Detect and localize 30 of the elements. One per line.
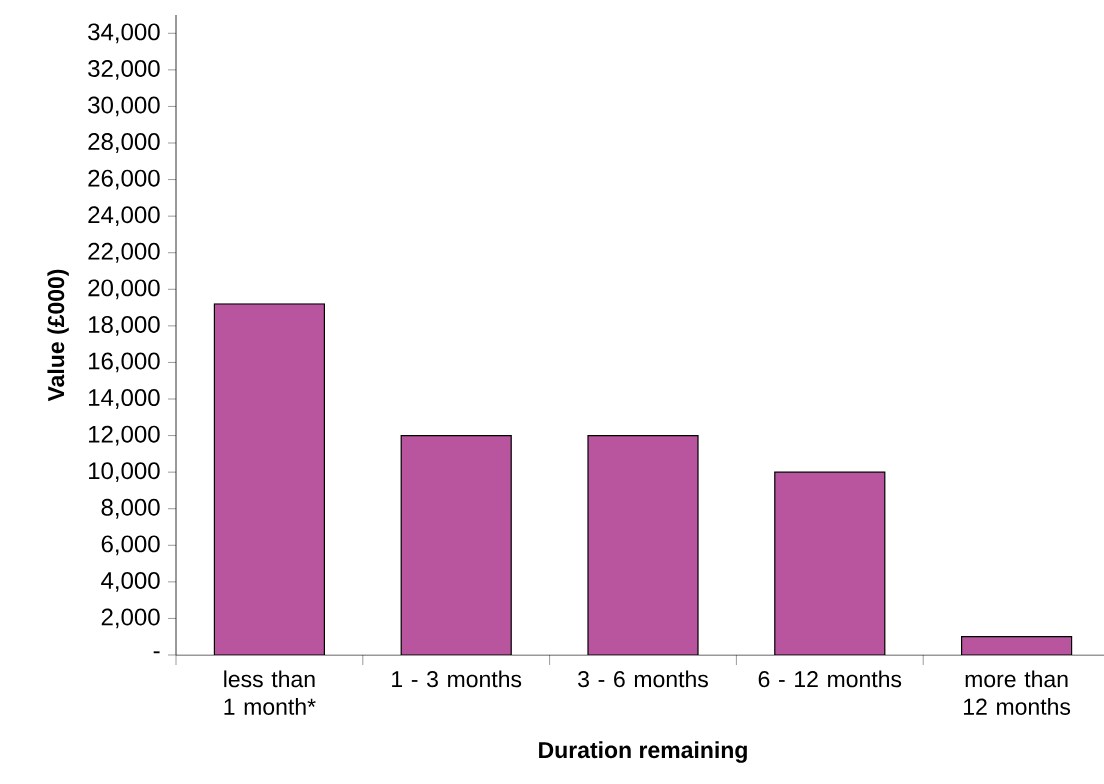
y-tick-label: 22,000: [88, 242, 160, 263]
x-tick-label: 6 - 12 months: [758, 670, 902, 688]
y-tick-label: -: [153, 651, 160, 654]
y-tick-label: 18,000: [89, 315, 160, 336]
x-tick-label: less than 1 month*: [224, 670, 316, 715]
y-axis-title: Value (£000): [47, 269, 69, 402]
y-tick-label: 28,000: [88, 133, 160, 153]
bar: [401, 435, 512, 655]
y-tick-label: 6,000: [101, 535, 160, 556]
x-axis-title: Duration remaining: [539, 741, 747, 763]
bar: [774, 472, 885, 655]
bar: [214, 303, 325, 655]
x-tick-label: 1 - 3 months: [392, 670, 522, 688]
x-tick-label: 3 - 6 months: [578, 670, 708, 688]
bar: [960, 636, 1073, 655]
y-tick-label: 8,000: [101, 498, 160, 519]
y-tick-label: 20,000: [88, 279, 160, 300]
y-tick-label: 16,000: [89, 352, 160, 373]
y-tick-label: 34,000: [88, 23, 160, 44]
y-tick-label: 4,000: [101, 571, 160, 592]
y-tick-label: 12,000: [89, 425, 160, 446]
y-tick-label: 10,000: [89, 462, 160, 483]
y-tick-label: 26,000: [88, 169, 160, 190]
y-tick-label: 2,000: [101, 608, 160, 629]
x-tick-label: more than 12 months: [964, 670, 1071, 715]
y-tick-label: 14,000: [89, 389, 160, 409]
y-tick-label: 24,000: [88, 206, 160, 227]
y-tick-label: 32,000: [88, 59, 160, 80]
bar: [588, 435, 698, 655]
y-tick-label: 30,000: [88, 96, 160, 117]
